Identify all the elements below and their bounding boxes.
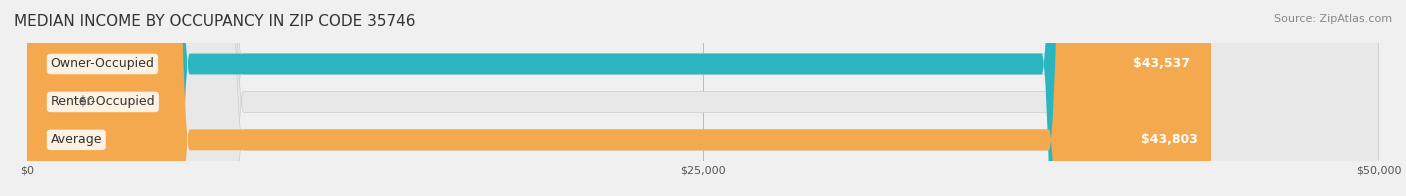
- FancyBboxPatch shape: [28, 0, 1378, 196]
- Text: Owner-Occupied: Owner-Occupied: [51, 57, 155, 71]
- FancyBboxPatch shape: [28, 0, 1378, 196]
- Text: MEDIAN INCOME BY OCCUPANCY IN ZIP CODE 35746: MEDIAN INCOME BY OCCUPANCY IN ZIP CODE 3…: [14, 14, 416, 29]
- Text: $0: $0: [79, 95, 94, 108]
- Text: $43,803: $43,803: [1140, 133, 1198, 146]
- FancyBboxPatch shape: [28, 0, 1378, 196]
- FancyBboxPatch shape: [28, 0, 58, 196]
- Text: Source: ZipAtlas.com: Source: ZipAtlas.com: [1274, 14, 1392, 24]
- Text: $43,537: $43,537: [1133, 57, 1191, 71]
- Text: Average: Average: [51, 133, 103, 146]
- FancyBboxPatch shape: [28, 0, 1211, 196]
- Text: Renter-Occupied: Renter-Occupied: [51, 95, 155, 108]
- FancyBboxPatch shape: [28, 0, 1204, 196]
